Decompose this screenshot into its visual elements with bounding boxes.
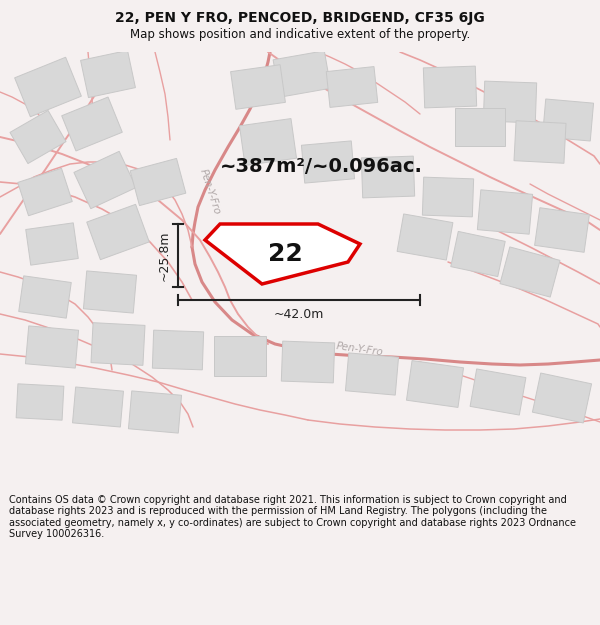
Text: ~387m²/~0.096ac.: ~387m²/~0.096ac.: [220, 158, 423, 176]
Polygon shape: [74, 151, 136, 209]
Text: 22, PEN Y FRO, PENCOED, BRIDGEND, CF35 6JG: 22, PEN Y FRO, PENCOED, BRIDGEND, CF35 6…: [115, 11, 485, 26]
Polygon shape: [91, 322, 145, 366]
Polygon shape: [532, 373, 592, 423]
Polygon shape: [478, 190, 533, 234]
Polygon shape: [535, 208, 589, 252]
Text: 22: 22: [268, 242, 302, 266]
Text: Contains OS data © Crown copyright and database right 2021. This information is : Contains OS data © Crown copyright and d…: [9, 494, 576, 539]
Polygon shape: [230, 65, 286, 109]
Polygon shape: [500, 247, 560, 297]
Text: ~42.0m: ~42.0m: [274, 308, 324, 321]
Polygon shape: [128, 391, 182, 433]
Polygon shape: [83, 271, 137, 313]
Polygon shape: [239, 119, 296, 166]
Polygon shape: [422, 177, 473, 217]
Polygon shape: [18, 168, 72, 216]
Polygon shape: [205, 224, 360, 284]
Polygon shape: [14, 58, 82, 117]
Polygon shape: [214, 336, 266, 376]
Text: Map shows position and indicative extent of the property.: Map shows position and indicative extent…: [130, 28, 470, 41]
Polygon shape: [514, 121, 566, 163]
Text: Pen-Y-Fro: Pen-Y-Fro: [198, 168, 222, 216]
Text: Pen-Y-Fro: Pen-Y-Fro: [336, 341, 384, 357]
Text: ~25.8m: ~25.8m: [158, 230, 171, 281]
Polygon shape: [470, 369, 526, 415]
Polygon shape: [62, 97, 122, 151]
Polygon shape: [26, 223, 78, 265]
Polygon shape: [19, 276, 71, 318]
Polygon shape: [16, 384, 64, 420]
Polygon shape: [273, 51, 331, 98]
Polygon shape: [406, 361, 464, 408]
Polygon shape: [397, 214, 453, 260]
Polygon shape: [361, 156, 415, 198]
Polygon shape: [424, 66, 476, 108]
Polygon shape: [10, 111, 66, 164]
Polygon shape: [451, 231, 505, 277]
Polygon shape: [80, 51, 136, 98]
Polygon shape: [281, 341, 335, 383]
Polygon shape: [73, 387, 124, 427]
Polygon shape: [542, 99, 593, 141]
Polygon shape: [455, 108, 505, 146]
Polygon shape: [301, 141, 355, 183]
Polygon shape: [25, 326, 79, 368]
Polygon shape: [346, 353, 398, 395]
Polygon shape: [484, 81, 536, 123]
Polygon shape: [130, 158, 186, 206]
Polygon shape: [326, 67, 378, 108]
Polygon shape: [87, 204, 149, 259]
Polygon shape: [152, 330, 203, 370]
